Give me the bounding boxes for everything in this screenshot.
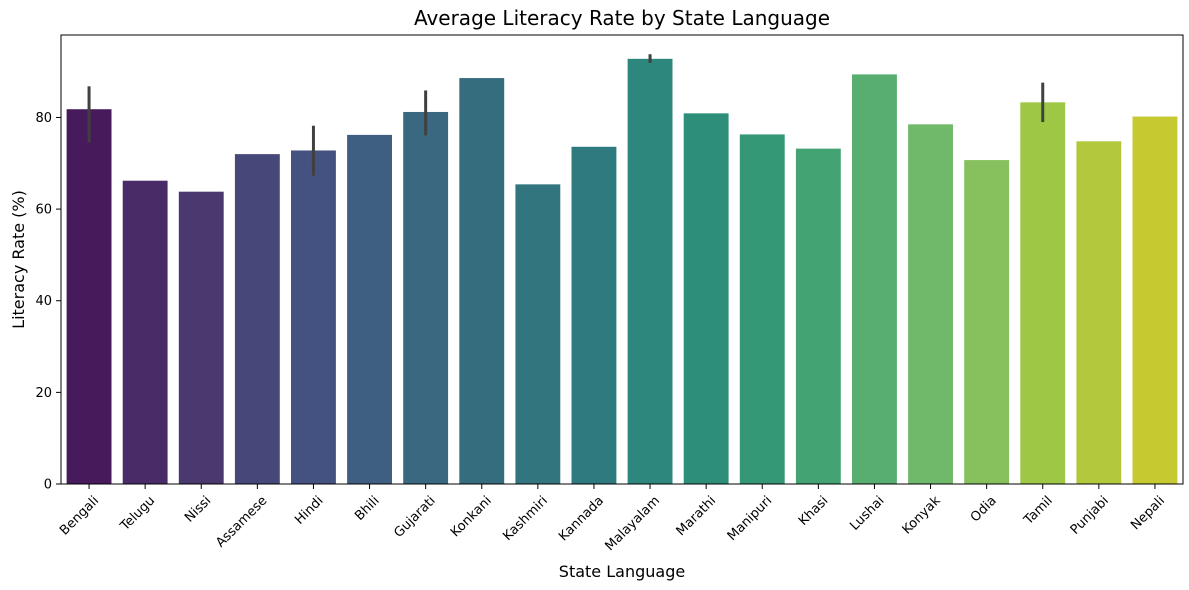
y-tick-label: 20 bbox=[35, 386, 52, 401]
y-tick-label: 80 bbox=[35, 111, 52, 126]
bar-kashmiri bbox=[515, 184, 561, 485]
bar-hindi bbox=[291, 150, 336, 484]
y-tick-label: 0 bbox=[44, 478, 52, 493]
bar-lushai bbox=[852, 74, 897, 485]
bar-assamese bbox=[234, 154, 280, 484]
x-tick-label: Telugu bbox=[117, 493, 158, 534]
bar-kannada bbox=[571, 146, 617, 485]
x-axis-title: State Language bbox=[559, 562, 685, 581]
x-tick-label: Kashmiri bbox=[500, 493, 551, 544]
x-tick-label: Manipuri bbox=[725, 493, 776, 544]
x-tick-label: Punjabi bbox=[1068, 493, 1112, 537]
chart-title: Average Literacy Rate by State Language bbox=[414, 6, 830, 30]
bar-bengali bbox=[66, 109, 112, 484]
x-tick-label: Marathi bbox=[674, 493, 720, 539]
x-tick-label: Gujarati bbox=[391, 493, 438, 540]
x-tick-label: Konkani bbox=[448, 493, 495, 540]
y-axis-title: Literacy Rate (%) bbox=[9, 190, 28, 329]
x-tick-label: Hindi bbox=[292, 493, 326, 527]
plot-frame bbox=[60, 34, 1184, 485]
bar-konkani bbox=[459, 78, 505, 484]
x-tick-label: Kannada bbox=[556, 493, 607, 544]
bar-khasi bbox=[795, 148, 841, 484]
y-tick-label: 40 bbox=[35, 294, 52, 309]
bar-konyak bbox=[908, 124, 953, 484]
x-tick-label: Konyak bbox=[900, 493, 944, 537]
x-tick-label: Khasi bbox=[796, 493, 831, 528]
bar-tamil bbox=[1020, 102, 1066, 484]
x-tick-label: Assamese bbox=[213, 493, 270, 550]
x-tick-label: Malayalam bbox=[603, 493, 664, 554]
x-tick-label: Bengali bbox=[57, 493, 102, 538]
bar-bhili bbox=[347, 134, 392, 484]
bar-manipuri bbox=[739, 134, 785, 485]
bar-telugu bbox=[122, 180, 168, 484]
x-tick-label: Bhili bbox=[352, 493, 382, 523]
bar-punjabi bbox=[1076, 141, 1122, 485]
bar-malayalam bbox=[627, 58, 673, 484]
bar-odia bbox=[964, 160, 1010, 484]
y-axis-ticks: 0 20 40 60 80 bbox=[35, 111, 61, 493]
x-tick-label: Nissi bbox=[182, 493, 214, 525]
x-tick-label: Nepali bbox=[1128, 493, 1168, 533]
x-tick-label: Tamil bbox=[1021, 493, 1056, 528]
bar-marathi bbox=[683, 113, 729, 484]
bars-layer bbox=[66, 58, 1178, 485]
bar-nepali bbox=[1132, 116, 1178, 485]
axes-frame bbox=[60, 34, 1184, 485]
x-tick-label: Lushai bbox=[847, 493, 887, 533]
y-tick-label: 60 bbox=[35, 203, 52, 218]
bar-gujarati bbox=[403, 111, 449, 484]
bar-nissi bbox=[178, 191, 224, 484]
error-bars-layer bbox=[87, 54, 1045, 176]
x-tick-label: Odia bbox=[968, 493, 1000, 525]
